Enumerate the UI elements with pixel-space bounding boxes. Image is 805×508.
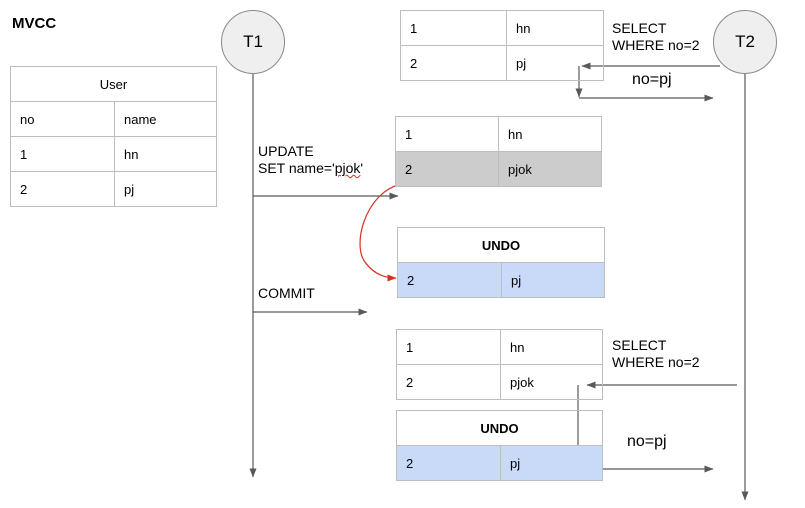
t2-circle: T2 <box>713 10 777 74</box>
table-cell: 1 <box>396 329 501 365</box>
table-cell: 1 <box>395 116 499 152</box>
select-top-result: no=pj <box>632 71 672 88</box>
update-statement: UPDATE SET name='pjok' <box>258 143 363 177</box>
update-line2: SET name='pjok' <box>258 160 363 177</box>
user-table-caption: User <box>10 66 217 102</box>
after-commit-table: 1 hn 2 pjok <box>396 329 603 400</box>
update-line1: UPDATE <box>258 143 314 159</box>
update-line2-word: pjok <box>334 160 361 176</box>
table-cell: pj <box>114 171 217 207</box>
table-cell: pjok <box>498 151 602 187</box>
update-line2-prefix: SET name=' <box>258 160 335 176</box>
table-cell: pj <box>501 262 605 298</box>
commit-label: COMMIT <box>258 285 315 301</box>
undo-link-arrow <box>359 184 399 282</box>
select-top-line2: WHERE no=2 <box>612 37 700 53</box>
table-cell: 1 <box>400 10 507 46</box>
page-title: MVCC <box>12 15 57 32</box>
table-cell: hn <box>506 10 604 46</box>
table-cell: pjok <box>500 364 603 400</box>
user-table: User no name 1 hn 2 pj <box>10 66 217 207</box>
table-cell: 2 <box>400 45 507 81</box>
table-cell: 2 <box>396 445 501 481</box>
undo-top-caption: UNDO <box>397 227 605 263</box>
user-table-header-no: no <box>10 101 115 137</box>
select-bottom-result: no=pj <box>627 433 667 450</box>
table-cell: pj <box>506 45 604 81</box>
table-cell: 2 <box>395 151 499 187</box>
table-cell: hn <box>114 136 217 172</box>
table-cell: pj <box>500 445 603 481</box>
select-top-query: SELECT WHERE no=2 <box>612 20 700 54</box>
update-line2-suffix: ' <box>360 160 364 176</box>
user-table-header-name: name <box>114 101 217 137</box>
undo-top-table: UNDO 2 pj <box>397 227 605 298</box>
table-cell: 2 <box>397 262 502 298</box>
undo-bottom-caption: UNDO <box>396 410 603 446</box>
undo-bottom-table: UNDO 2 pj <box>396 410 603 481</box>
table-cell: 2 <box>396 364 501 400</box>
updated-table: 1 hn 2 pjok <box>395 116 602 187</box>
select-bottom-line2: WHERE no=2 <box>612 354 700 370</box>
table-cell: 1 <box>10 136 115 172</box>
table-cell: hn <box>498 116 602 152</box>
snapshot-table: 1 hn 2 pj <box>400 10 604 81</box>
select-bottom-line1: SELECT <box>612 337 667 353</box>
select-bottom-query: SELECT WHERE no=2 <box>612 337 700 371</box>
select-top-line1: SELECT <box>612 20 667 36</box>
table-cell: hn <box>500 329 603 365</box>
t1-circle: T1 <box>221 10 285 74</box>
table-cell: 2 <box>10 171 115 207</box>
